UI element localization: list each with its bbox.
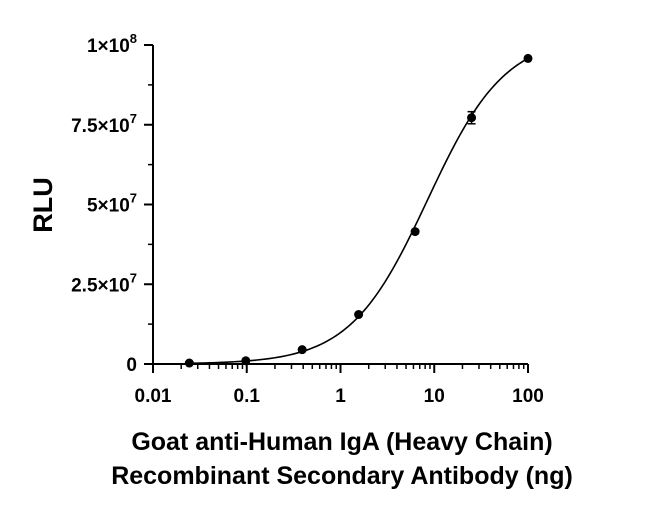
x-tick-labels: 0.01 0.1 1 10 100 [135,386,544,407]
data-markers [184,53,533,368]
axes [144,44,529,373]
y-tick-label: 5×107 [87,191,137,217]
data-point [467,113,477,123]
data-point [410,227,420,237]
data-point [523,53,533,63]
y-axis-title: RLU [28,177,58,233]
x-axis-title-line-1: Goat anti-Human IgA (Heavy Chain) [131,428,552,456]
x-tick-label: 0.1 [234,386,261,407]
x-tick-label: 100 [512,386,544,407]
x-tick-label: 0.01 [135,386,172,407]
x-tick-label: 10 [424,386,445,407]
y-tick-label: 0 [126,355,137,376]
data-point [241,356,251,366]
y-tick-label: 7.5×107 [71,111,137,137]
x-axis-title-line-2: Recombinant Secondary Antibody (ng) [111,462,573,490]
data-point [354,310,364,320]
data-point [184,358,194,368]
data-point [297,345,307,355]
y-tick-labels: 0 2.5×107 5×107 7.5×107 1×108 [71,31,137,376]
y-tick-label: 2.5×107 [71,270,137,296]
y-tick-label: 1×108 [87,31,137,57]
x-tick-label: 1 [335,386,346,407]
